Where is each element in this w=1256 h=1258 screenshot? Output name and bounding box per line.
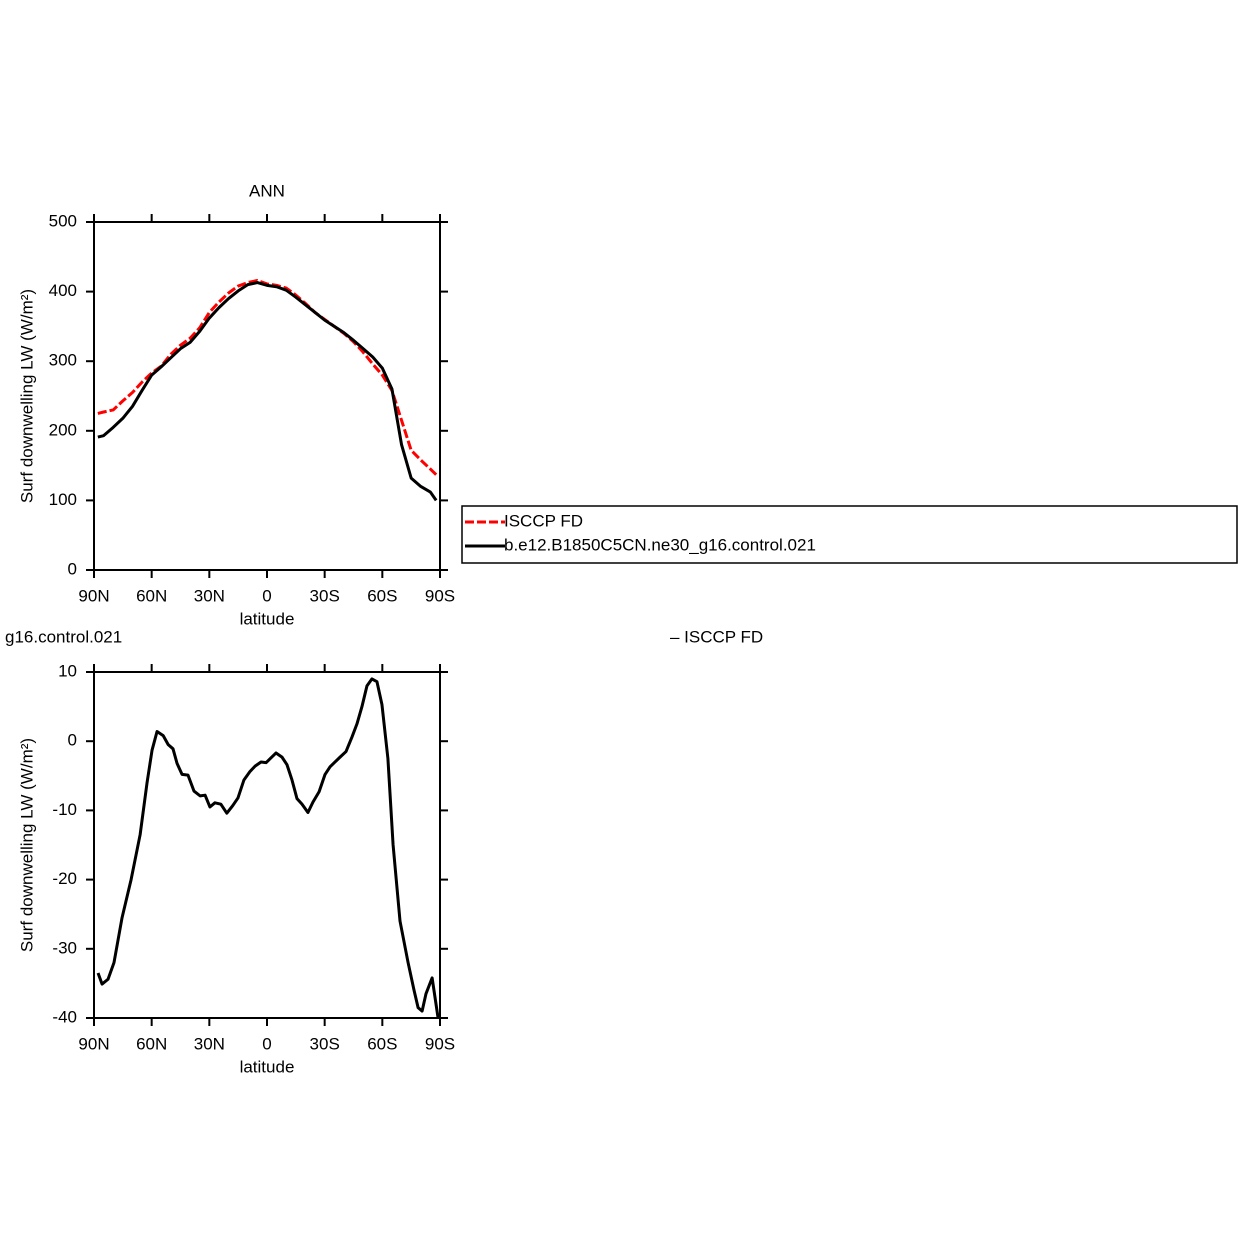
chart-subtitle: – ISCCP FD [670, 627, 763, 646]
x-axis-label: latitude [240, 1057, 295, 1076]
x-tick-label: 30N [194, 586, 225, 605]
x-tick-label: 90N [78, 1034, 109, 1053]
x-tick-label: 0 [262, 1034, 271, 1053]
data-line [97, 281, 438, 502]
y-tick-label: -20 [52, 869, 77, 888]
x-tick-label: 90N [78, 586, 109, 605]
y-tick-label: 100 [49, 490, 77, 509]
x-tick-label: 90S [425, 586, 455, 605]
x-tick-label: 90S [425, 1034, 455, 1053]
y-axis-label: Surf downwelling LW (W/m²) [17, 738, 36, 952]
plot-frame [93, 221, 441, 571]
y-tick-label: 200 [49, 420, 77, 439]
x-tick-label: 30S [310, 1034, 340, 1053]
x-tick-label: 0 [262, 586, 271, 605]
legend-box [461, 505, 1238, 564]
y-tick-label: 400 [49, 281, 77, 300]
y-tick-label: 500 [49, 211, 77, 230]
x-tick-label: 60S [367, 586, 397, 605]
y-tick-label: -40 [52, 1007, 77, 1026]
legend-label: ISCCP FD [504, 511, 583, 530]
y-tick-label: -10 [52, 800, 77, 819]
x-tick-label: 60N [136, 586, 167, 605]
x-axis-label: latitude [240, 609, 295, 628]
x-tick-label: 60N [136, 1034, 167, 1053]
x-tick-label: 60S [367, 1034, 397, 1053]
y-tick-label: 300 [49, 351, 77, 370]
y-tick-label: 0 [68, 559, 77, 578]
y-tick-label: -30 [52, 938, 77, 957]
chart-title: g16.control.021 [5, 627, 122, 646]
x-tick-label: 30S [310, 586, 340, 605]
plot-frame [93, 671, 441, 1019]
y-tick-label: 0 [68, 731, 77, 750]
legend-label: b.e12.B1850C5CN.ne30_g16.control.021 [504, 535, 816, 554]
x-tick-label: 30N [194, 1034, 225, 1053]
chart-title: ANN [249, 181, 285, 200]
data-line [96, 677, 440, 1019]
y-axis-label: Surf downwelling LW (W/m²) [17, 289, 36, 503]
y-tick-label: 10 [58, 661, 77, 680]
